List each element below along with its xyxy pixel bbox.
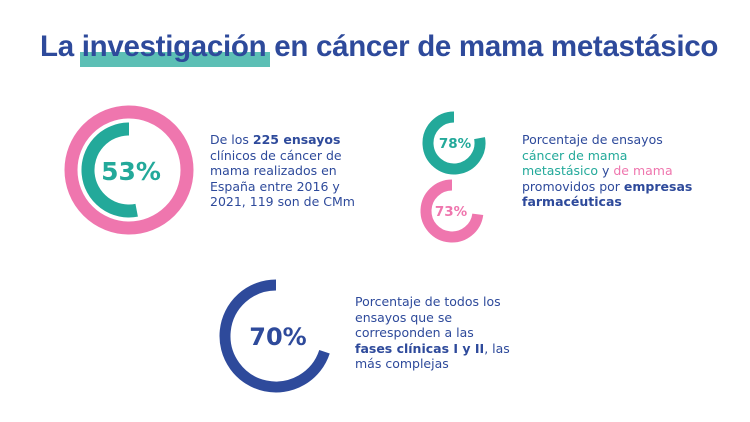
ring-70-arc [219, 279, 330, 393]
ring-73: 73% [420, 179, 484, 243]
title-suffix: en cáncer de mama metastásico [266, 30, 719, 63]
ring-53-arc [81, 122, 138, 218]
title-prefix: La [40, 30, 82, 63]
ring-70: 70% [219, 279, 330, 393]
stat-78-73-description: Porcentaje de ensayos cáncer de mama met… [522, 132, 693, 209]
page-title: La investigación en cáncer de mama metas… [40, 30, 719, 67]
ring-70-label: 70% [249, 323, 306, 351]
ring-78: 78% [422, 111, 486, 175]
ring-78-label: 78% [439, 136, 472, 152]
ring-53: 53% [64, 105, 194, 235]
ring-78-arc [422, 111, 486, 175]
stat-53-description: De los 225 ensayos clínicos de cáncer de… [210, 132, 355, 209]
stat-70-description: Porcentaje de todos los ensayos que se c… [355, 294, 510, 371]
ring-73-arc [420, 179, 484, 243]
title-highlight: investigación [79, 30, 270, 67]
ring-53-label: 53% [101, 157, 161, 186]
ring-73-label: 73% [435, 204, 468, 220]
ring-53-outer [64, 105, 194, 235]
